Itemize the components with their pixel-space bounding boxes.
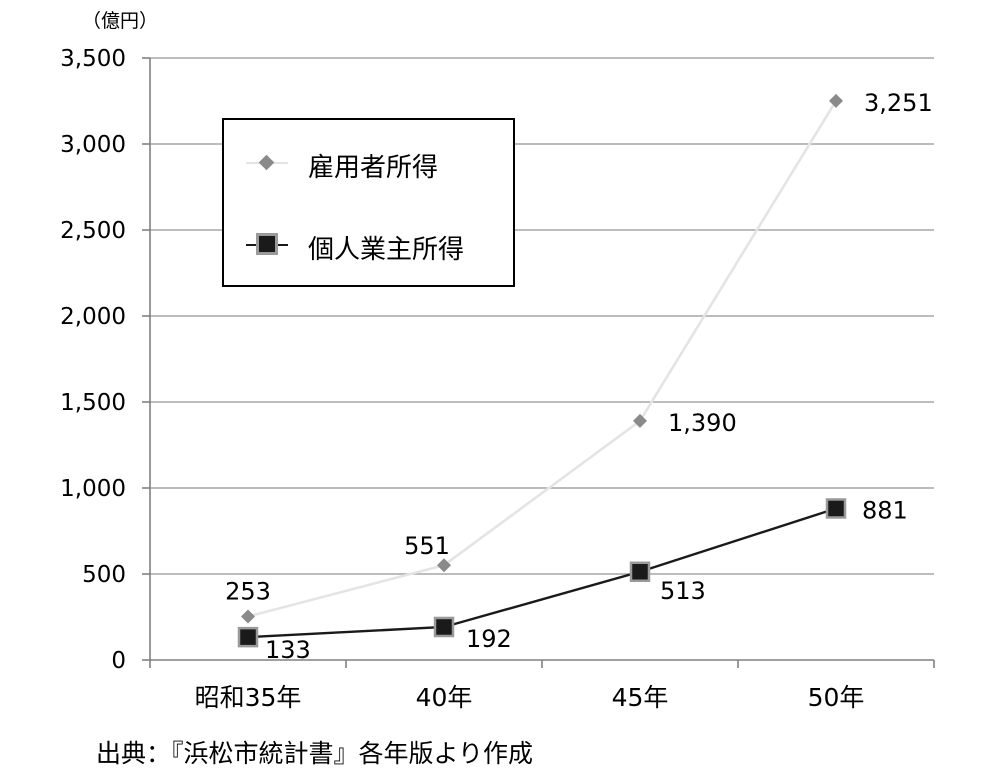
square-point bbox=[629, 561, 651, 583]
data-label: 133 bbox=[265, 636, 311, 664]
axes bbox=[142, 57, 935, 668]
y-tick-label: 500 bbox=[82, 562, 126, 588]
x-tick-label: 50年 bbox=[808, 683, 865, 712]
x-tick-label: 45年 bbox=[612, 683, 669, 712]
y-tick-label: 2,000 bbox=[60, 304, 126, 330]
source-note: 出典：『浜松市統計書』各年版より作成 bbox=[96, 739, 534, 768]
square-point bbox=[433, 616, 455, 638]
y-tick-label: 2,500 bbox=[60, 218, 126, 244]
x-tick-label: 昭和35年 bbox=[195, 683, 302, 712]
data-label: 513 bbox=[660, 577, 706, 605]
series-markers bbox=[237, 93, 847, 648]
x-tick-labels: 昭和35年 40年 45年 50年 bbox=[195, 683, 865, 712]
legend-item-proprietor-income: 個人業主所得 bbox=[224, 226, 514, 266]
series-line bbox=[247, 507, 837, 639]
y-tick-label: 0 bbox=[111, 648, 126, 674]
series-line bbox=[247, 100, 838, 618]
legend: 雇用者所得 個人業主所得 bbox=[222, 118, 515, 287]
y-tick-label: 3,500 bbox=[60, 46, 126, 72]
series-lines bbox=[247, 100, 838, 639]
data-label: 881 bbox=[862, 496, 908, 524]
y-tick-label: 1,500 bbox=[60, 390, 126, 416]
diamond-point bbox=[241, 609, 255, 624]
diamond-point bbox=[633, 413, 647, 428]
diamond-marker-icon bbox=[258, 154, 275, 171]
data-label: 3,251 bbox=[864, 89, 933, 117]
data-label: 551 bbox=[404, 532, 450, 560]
y-tick-label: 3,000 bbox=[60, 132, 126, 158]
data-label: 1,390 bbox=[668, 409, 737, 437]
data-label: 192 bbox=[466, 625, 512, 653]
diamond-point bbox=[829, 93, 843, 108]
square-point bbox=[825, 498, 847, 519]
legend-label-proprietor-income: 個人業主所得 bbox=[308, 235, 465, 265]
legend-label-employee-income: 雇用者所得 bbox=[308, 153, 439, 183]
y-tick-label: 1,000 bbox=[60, 476, 126, 502]
unit-label: （億円） bbox=[82, 10, 159, 32]
legend-item-employee-income: 雇用者所得 bbox=[224, 144, 514, 184]
data-label: 253 bbox=[225, 577, 271, 605]
x-tick-label: 40年 bbox=[416, 683, 473, 712]
diamond-point bbox=[437, 558, 451, 573]
square-marker-icon bbox=[256, 233, 278, 255]
square-point bbox=[237, 626, 259, 648]
y-tick-labels: 0 500 1,000 1,500 2,000 2,500 3,000 3,500 bbox=[60, 46, 126, 674]
data-labels: 253 551 1,390 3,251 133 192 513 881 bbox=[225, 89, 933, 664]
